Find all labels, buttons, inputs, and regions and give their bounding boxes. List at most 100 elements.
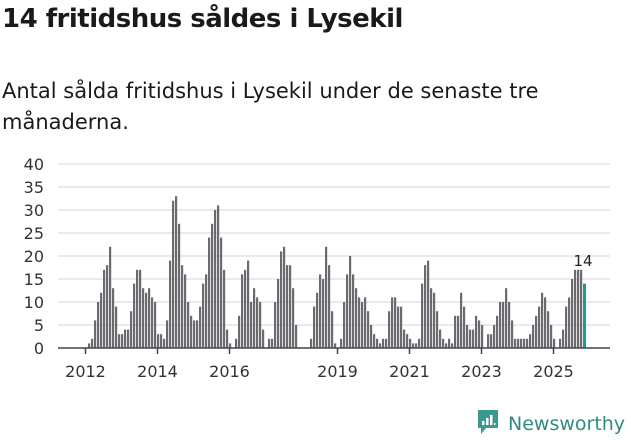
bar (316, 292, 319, 348)
bar (394, 297, 397, 348)
bar (364, 297, 367, 348)
bar (457, 315, 460, 348)
bar (517, 338, 520, 348)
bar (367, 311, 370, 348)
y-tick-label: 15 (24, 270, 44, 289)
bar (229, 343, 232, 348)
bar (250, 302, 253, 348)
bar (169, 260, 172, 348)
bar (202, 283, 205, 348)
bar (220, 237, 223, 348)
bar (196, 320, 199, 348)
x-tick-label: 2019 (317, 362, 358, 381)
bar (547, 311, 550, 348)
bar (574, 269, 577, 348)
bar (241, 274, 244, 348)
bar (355, 288, 358, 348)
y-tick-label: 35 (24, 178, 44, 197)
bar (562, 329, 565, 348)
bar (427, 260, 430, 348)
bar (565, 306, 568, 348)
y-tick-label: 20 (24, 247, 44, 266)
bar (136, 269, 139, 348)
bar (325, 246, 328, 348)
bar (106, 265, 109, 348)
chart-title: 14 fritidshus såldes i Lysekil (2, 4, 403, 34)
x-tick-label: 2012 (65, 362, 106, 381)
bar (157, 334, 160, 348)
bar (448, 338, 451, 348)
bar (118, 334, 121, 348)
bar (541, 292, 544, 348)
highlighted-bar (583, 283, 586, 348)
bar (439, 329, 442, 348)
bar (271, 338, 274, 348)
bar (382, 338, 385, 348)
bar (133, 283, 136, 348)
bar (115, 306, 118, 348)
bar (463, 306, 466, 348)
bar (346, 274, 349, 348)
bar (283, 246, 286, 348)
bar (349, 256, 352, 348)
x-axis: 2012 2014 2016 2019 2021 2023 2025 (58, 347, 610, 381)
x-tick-label: 2014 (137, 362, 178, 381)
bar (343, 302, 346, 348)
bar (478, 320, 481, 348)
bar (388, 311, 391, 348)
bar (499, 302, 502, 348)
bar (412, 343, 415, 348)
bar (328, 265, 331, 348)
bar (406, 334, 409, 348)
bar (421, 283, 424, 348)
bar (352, 274, 355, 348)
bar (205, 274, 208, 348)
bar (103, 269, 106, 348)
bar (400, 306, 403, 348)
bar (505, 288, 508, 348)
bar (358, 297, 361, 348)
bar (163, 338, 166, 348)
bar (130, 311, 133, 348)
newsworthy-logo: Newsworthy (476, 408, 625, 440)
bar (475, 315, 478, 348)
bar (310, 338, 313, 348)
bar (148, 288, 151, 348)
bar (487, 334, 490, 348)
x-tick-label: 2021 (389, 362, 430, 381)
bar (151, 297, 154, 348)
bar (322, 279, 325, 348)
bar (553, 338, 556, 348)
bar (184, 274, 187, 348)
bar (187, 302, 190, 348)
y-tick-label: 5 (34, 316, 44, 335)
x-tick-label: 2023 (461, 362, 502, 381)
bar (361, 302, 364, 348)
bar (526, 338, 529, 348)
bar (160, 334, 163, 348)
bar (199, 306, 202, 348)
bar (511, 320, 514, 348)
bar (436, 311, 439, 348)
bar (442, 338, 445, 348)
bar (211, 223, 214, 348)
bar (166, 320, 169, 348)
bar (529, 334, 532, 348)
bar (208, 237, 211, 348)
bar (235, 338, 238, 348)
last-value-label: 14 (573, 252, 592, 270)
bar (433, 292, 436, 348)
x-tick-label: 2016 (209, 362, 250, 381)
bar (397, 306, 400, 348)
bar (139, 269, 142, 348)
bar (490, 334, 493, 348)
bar (502, 302, 505, 348)
bar (247, 260, 250, 348)
bar (445, 343, 448, 348)
bar (580, 269, 583, 348)
y-tick-label: 0 (34, 339, 44, 358)
bar (508, 302, 511, 348)
bar (100, 292, 103, 348)
bar (373, 334, 376, 348)
